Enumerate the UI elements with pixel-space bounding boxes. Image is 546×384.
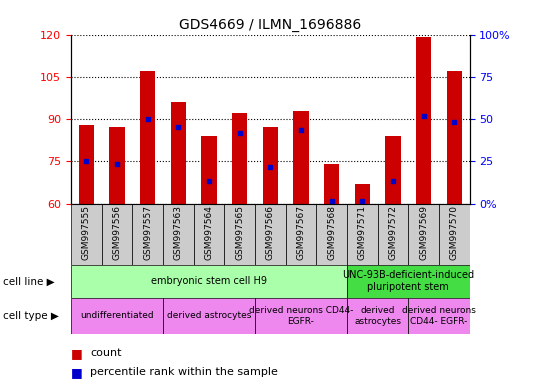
Text: GSM997557: GSM997557	[143, 205, 152, 260]
Bar	[347, 298, 408, 334]
Text: count: count	[90, 348, 122, 358]
Bar	[170, 102, 186, 204]
Text: GSM997563: GSM997563	[174, 205, 183, 260]
Bar	[439, 204, 470, 265]
Bar	[79, 125, 94, 204]
Bar	[416, 37, 431, 204]
Text: GSM997570: GSM997570	[450, 205, 459, 260]
Bar	[102, 204, 132, 265]
Bar	[263, 127, 278, 204]
Text: GSM997556: GSM997556	[112, 205, 121, 260]
Bar	[163, 204, 194, 265]
Bar	[286, 204, 316, 265]
Text: GSM997566: GSM997566	[266, 205, 275, 260]
Text: undifferentiated: undifferentiated	[80, 311, 154, 320]
Bar	[232, 113, 247, 204]
Bar	[354, 184, 370, 204]
Bar	[408, 204, 439, 265]
Bar	[71, 204, 102, 265]
Bar	[71, 298, 163, 334]
Bar	[385, 136, 401, 204]
Text: GSM997565: GSM997565	[235, 205, 244, 260]
Text: GSM997567: GSM997567	[296, 205, 305, 260]
Text: GSM997572: GSM997572	[388, 205, 397, 260]
Bar	[255, 298, 347, 334]
Bar	[293, 111, 308, 204]
Bar	[194, 204, 224, 265]
Bar	[71, 265, 347, 298]
Text: derived neurons
CD44- EGFR-: derived neurons CD44- EGFR-	[402, 306, 476, 326]
Bar	[347, 204, 378, 265]
Text: derived
astrocytes: derived astrocytes	[354, 306, 401, 326]
Text: GSM997569: GSM997569	[419, 205, 428, 260]
Bar	[109, 127, 124, 204]
Text: derived astrocytes: derived astrocytes	[167, 311, 251, 320]
Text: ■: ■	[71, 366, 83, 379]
Bar	[316, 204, 347, 265]
Bar	[201, 136, 217, 204]
Text: cell type ▶: cell type ▶	[3, 311, 58, 321]
Bar	[224, 204, 255, 265]
Text: GSM997568: GSM997568	[327, 205, 336, 260]
Bar	[378, 204, 408, 265]
Bar	[132, 204, 163, 265]
Bar	[447, 71, 462, 204]
Bar	[408, 298, 470, 334]
Bar	[255, 204, 286, 265]
Text: percentile rank within the sample: percentile rank within the sample	[90, 367, 278, 377]
Bar	[140, 71, 155, 204]
Text: GSM997571: GSM997571	[358, 205, 367, 260]
Title: GDS4669 / ILMN_1696886: GDS4669 / ILMN_1696886	[179, 18, 361, 32]
Text: GSM997564: GSM997564	[204, 205, 213, 260]
Text: ■: ■	[71, 347, 83, 360]
Bar	[163, 298, 255, 334]
Text: embryonic stem cell H9: embryonic stem cell H9	[151, 276, 267, 286]
Bar	[347, 265, 470, 298]
Text: GSM997555: GSM997555	[82, 205, 91, 260]
Bar	[324, 164, 339, 204]
Text: cell line ▶: cell line ▶	[3, 276, 55, 286]
Text: UNC-93B-deficient-induced
pluripotent stem: UNC-93B-deficient-induced pluripotent st…	[342, 270, 474, 292]
Text: derived neurons CD44-
EGFR-: derived neurons CD44- EGFR-	[249, 306, 353, 326]
